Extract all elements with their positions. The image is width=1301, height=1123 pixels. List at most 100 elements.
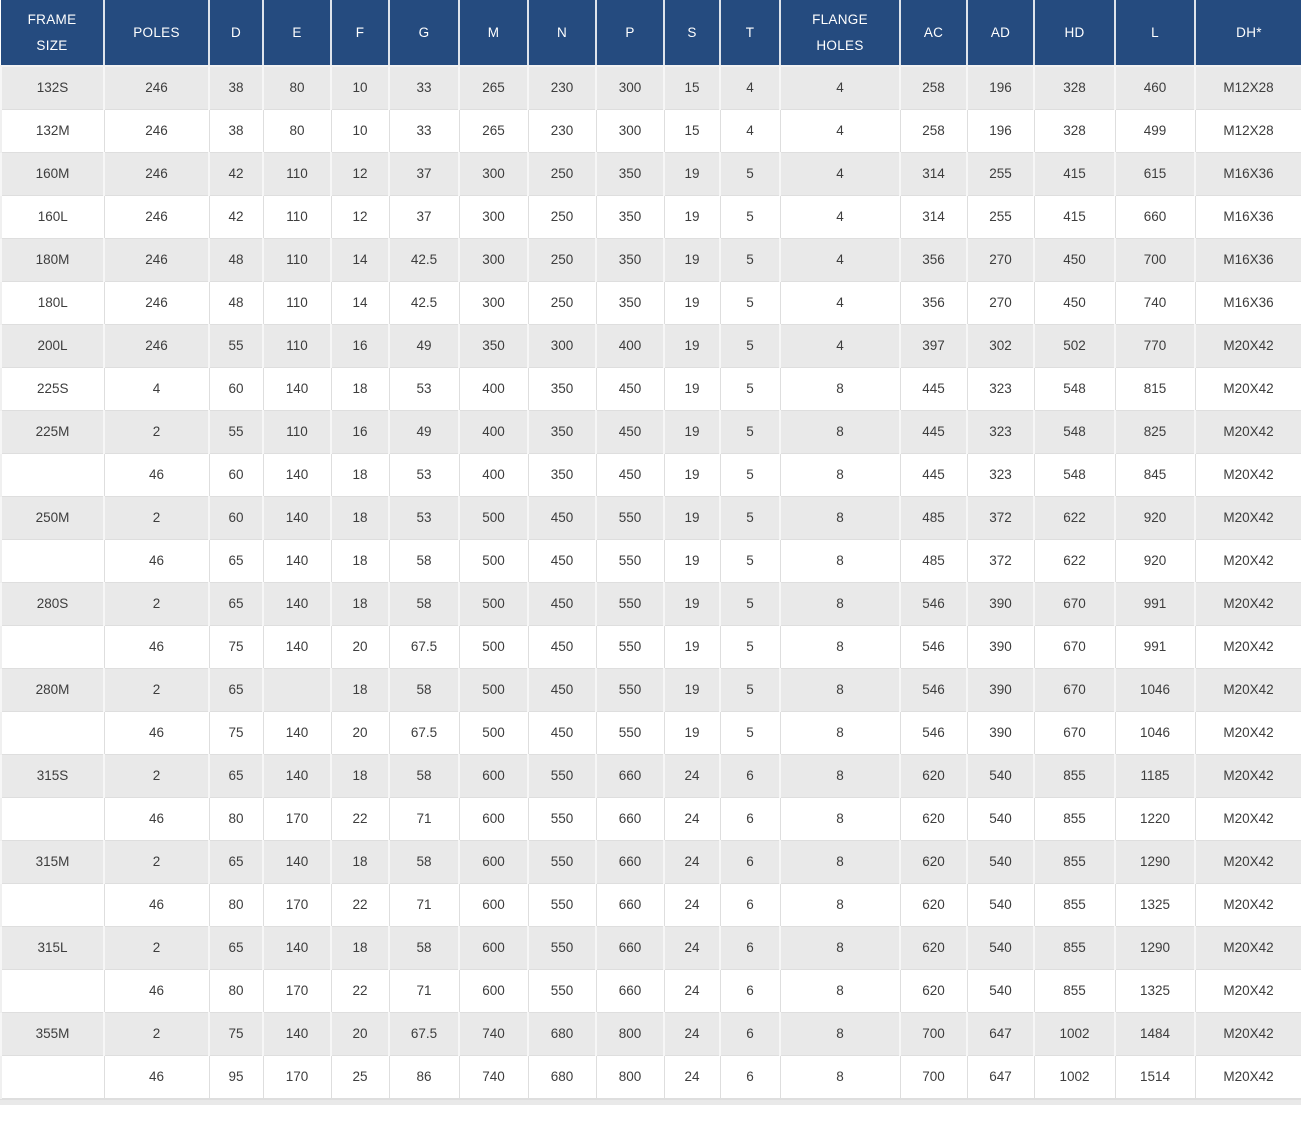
n-cell: 450 [527,667,597,712]
m-cell: 350 [458,323,529,368]
t-cell: 5 [719,710,781,755]
s-cell: 24 [663,1054,721,1099]
g-cell: 37 [388,151,460,196]
p-cell: 350 [595,194,665,239]
dh-cell: M20X42 [1194,495,1301,540]
e-cell: 140 [262,452,332,497]
f-cell: 10 [330,65,390,110]
d-cell: 95 [208,1054,264,1099]
l-cell: 920 [1114,495,1196,540]
p-cell: 450 [595,366,665,411]
l-cell: 499 [1114,108,1196,153]
g-cell: 58 [388,667,460,712]
ad-cell: 390 [966,624,1035,669]
hd-cell: 670 [1033,710,1116,755]
ac-cell: 620 [899,968,968,1013]
p-cell: 660 [595,839,665,884]
ad-cell: 255 [966,151,1035,196]
e-cell: 140 [262,839,332,884]
ac-cell: 546 [899,624,968,669]
d-cell: 75 [208,1011,264,1056]
ad-cell: 270 [966,237,1035,282]
hd-cell: 670 [1033,581,1116,626]
t-cell: 6 [719,882,781,927]
column-header-p: P [596,0,665,67]
ad-cell: 647 [966,1011,1035,1056]
p-cell: 300 [595,65,665,110]
column-header-m: M [459,0,529,67]
s-cell: 19 [663,409,721,454]
n-cell: 550 [527,753,597,798]
e-cell [262,667,332,712]
p-cell: 550 [595,581,665,626]
s-cell: 19 [663,151,721,196]
m-cell: 600 [458,796,529,841]
s-cell: 24 [663,968,721,1013]
t-cell: 5 [719,624,781,669]
n-cell: 550 [527,839,597,884]
t-cell: 6 [719,796,781,841]
frame-size-cell: 160M [0,151,105,196]
table-header: FRAME SIZE POLES D E F G M N P S T FLANGE HOLES AC AD… [1,0,1301,67]
ac-cell: 485 [899,495,968,540]
p-cell: 800 [595,1011,665,1056]
f-cell: 18 [330,753,390,798]
ad-cell: 196 [966,108,1035,153]
e-cell: 170 [262,1054,332,1099]
s-cell: 15 [663,65,721,110]
table-row: 355M 2 75 140 20 67.5 740 680 800 24 6 8 700 647 1002 1… [0,1011,1301,1056]
column-header-ac: AC [900,0,968,67]
ac-cell: 445 [899,366,968,411]
g-cell: 71 [388,882,460,927]
poles-cell: 246 [103,108,210,153]
p-cell: 660 [595,796,665,841]
column-header-n: N [528,0,597,67]
m-cell: 600 [458,925,529,970]
t-cell: 5 [719,366,781,411]
ad-cell: 302 [966,323,1035,368]
e-cell: 110 [262,237,332,282]
m-cell: 500 [458,624,529,669]
hd-cell: 548 [1033,409,1116,454]
t-cell: 5 [719,409,781,454]
t-cell: 5 [719,194,781,239]
frame-size-cell [0,968,105,1013]
table-row: 46 75 140 20 67.5 500 450 550 19 5 8 546 390 670 1046 M… [0,710,1301,755]
poles-cell: 2 [103,581,210,626]
column-header-s: S [664,0,721,67]
s-cell: 24 [663,753,721,798]
p-cell: 660 [595,968,665,1013]
m-cell: 400 [458,409,529,454]
ac-cell: 700 [899,1011,968,1056]
dh-cell: M20X42 [1194,753,1301,798]
m-cell: 300 [458,151,529,196]
l-cell: 770 [1114,323,1196,368]
ad-cell: 540 [966,968,1035,1013]
n-cell: 250 [527,151,597,196]
table-row: 315M 2 65 140 18 58 600 550 660 24 6 8 620 540 855 1290… [0,839,1301,884]
f-cell: 16 [330,409,390,454]
hd-cell: 328 [1033,65,1116,110]
ad-cell: 647 [966,1054,1035,1099]
dh-cell: M16X36 [1194,237,1301,282]
s-cell: 19 [663,624,721,669]
d-cell: 38 [208,65,264,110]
d-cell: 42 [208,151,264,196]
hd-cell: 855 [1033,968,1116,1013]
table-row: 280M 2 65 18 58 500 450 550 19 5 8 546 390 670 1046 M20… [0,667,1301,712]
m-cell: 740 [458,1011,529,1056]
flange-holes-cell: 8 [779,839,901,884]
hd-cell: 622 [1033,538,1116,583]
n-cell: 250 [527,194,597,239]
d-cell: 60 [208,495,264,540]
g-cell: 71 [388,968,460,1013]
t-cell: 5 [719,667,781,712]
ad-cell: 540 [966,882,1035,927]
hd-cell: 855 [1033,882,1116,927]
s-cell: 19 [663,237,721,282]
table-row: 160M 246 42 110 12 37 300 250 350 19 5 4 314 255 415 61… [0,151,1301,196]
s-cell: 19 [663,323,721,368]
hd-cell: 1002 [1033,1011,1116,1056]
poles-cell: 246 [103,65,210,110]
